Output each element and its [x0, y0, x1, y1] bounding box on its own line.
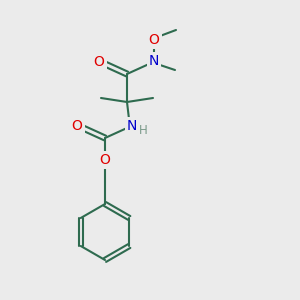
Text: O: O: [72, 119, 83, 133]
Text: O: O: [94, 55, 104, 69]
Text: O: O: [148, 33, 159, 47]
Text: O: O: [100, 153, 110, 167]
Text: H: H: [139, 124, 147, 136]
Text: N: N: [127, 119, 137, 133]
Text: N: N: [149, 54, 159, 68]
